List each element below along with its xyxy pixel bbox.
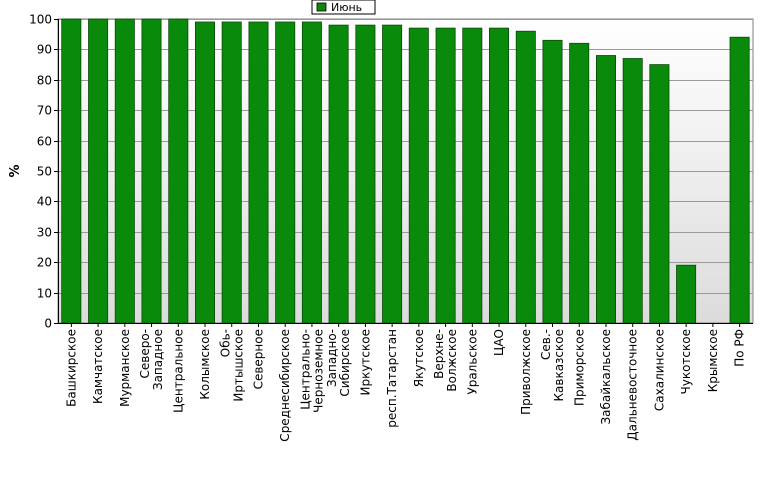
x-tick-label: Приморское bbox=[572, 329, 586, 406]
x-tick-label: Северо- bbox=[138, 329, 152, 379]
bar bbox=[488, 27, 509, 324]
x-tick-label: Волжское bbox=[445, 329, 459, 392]
x-tick-label: респ.Татарстан bbox=[385, 329, 399, 428]
bar bbox=[61, 18, 82, 324]
y-tick-label: 90 bbox=[37, 43, 52, 57]
y-tick-label: 60 bbox=[37, 135, 52, 149]
x-tick-label: Крымское bbox=[706, 329, 720, 392]
bar bbox=[462, 27, 483, 324]
bar bbox=[194, 21, 215, 324]
x-tick-label: Сибирское bbox=[338, 329, 352, 397]
x-tick-label: Уральское bbox=[465, 329, 479, 395]
y-tick-label: 40 bbox=[37, 195, 52, 209]
bar bbox=[114, 18, 135, 324]
x-tick-label: Западное bbox=[151, 329, 165, 390]
x-tick-label: Иркутское bbox=[358, 329, 372, 396]
bar bbox=[141, 18, 162, 324]
y-tick-label: 100 bbox=[29, 13, 52, 27]
y-tick-label: 20 bbox=[37, 256, 52, 270]
x-tick-label: ЦАО bbox=[492, 329, 506, 356]
x-tick-label: Чукотское bbox=[679, 329, 693, 394]
y-axis-label: % bbox=[8, 164, 23, 177]
bar bbox=[88, 18, 109, 324]
bar bbox=[596, 55, 617, 324]
x-tick-label: Западно- bbox=[325, 329, 339, 387]
x-tick-label: Сев.- bbox=[539, 329, 553, 360]
x-tick-label: Верхне- bbox=[432, 329, 446, 379]
x-tick-label: Черноземное bbox=[311, 329, 325, 413]
y-tick-label: 30 bbox=[37, 226, 52, 240]
bar bbox=[622, 58, 643, 324]
legend-swatch bbox=[316, 2, 327, 12]
legend[interactable]: Июнь bbox=[311, 0, 376, 15]
bar bbox=[542, 39, 563, 324]
x-tick-label: По РФ bbox=[733, 329, 747, 367]
x-tick-label: Камчатское bbox=[91, 329, 105, 404]
x-axis-labels: Башкирское Камчатское Мурманское Северо- Зап… bbox=[58, 323, 753, 442]
x-tick-label: Кавказское bbox=[552, 329, 566, 402]
x-tick-label: Северное bbox=[252, 329, 266, 389]
legend-box bbox=[311, 0, 376, 15]
x-tick-label: Сахалинское bbox=[652, 329, 666, 411]
x-tick-label: Дальневосточное bbox=[626, 329, 640, 441]
bar bbox=[676, 264, 697, 324]
bar bbox=[221, 21, 242, 324]
bar bbox=[328, 24, 349, 324]
bar bbox=[168, 18, 189, 324]
bar bbox=[408, 27, 429, 324]
x-tick-label: Колымское bbox=[198, 329, 212, 400]
y-tick-label: 10 bbox=[37, 287, 52, 301]
bar bbox=[729, 36, 750, 324]
x-tick-label: Мурманское bbox=[118, 329, 132, 407]
x-tick-label: Приволжское bbox=[519, 329, 533, 415]
y-tick-label: 80 bbox=[37, 74, 52, 88]
bar bbox=[301, 21, 322, 324]
bar bbox=[515, 30, 536, 324]
bar bbox=[355, 24, 376, 324]
y-axis-ticks: 0 10 20 30 40 50 60 70 80 90 100 bbox=[29, 13, 59, 331]
x-tick-label: Центрально- bbox=[298, 329, 312, 410]
x-tick-label: Среднесибирское bbox=[278, 329, 292, 442]
y-tick-label: 0 bbox=[44, 317, 52, 331]
x-tick-label: Якутское bbox=[412, 329, 426, 387]
bar bbox=[649, 64, 670, 324]
x-tick-label: Башкирское bbox=[64, 329, 78, 407]
x-tick-label: Центральное bbox=[171, 329, 185, 413]
legend-label: Июнь bbox=[331, 1, 362, 14]
x-tick-label: Забайкальское bbox=[599, 329, 613, 425]
bar bbox=[435, 27, 456, 324]
bars bbox=[61, 18, 750, 324]
bar bbox=[275, 21, 296, 324]
y-tick-label: 50 bbox=[37, 165, 52, 179]
x-tick-label: Иртышское bbox=[231, 329, 245, 402]
x-tick-label: Обь- bbox=[218, 329, 232, 357]
bar bbox=[382, 24, 403, 324]
bar bbox=[569, 42, 590, 324]
bar bbox=[248, 21, 269, 324]
y-tick-label: 70 bbox=[37, 104, 52, 118]
